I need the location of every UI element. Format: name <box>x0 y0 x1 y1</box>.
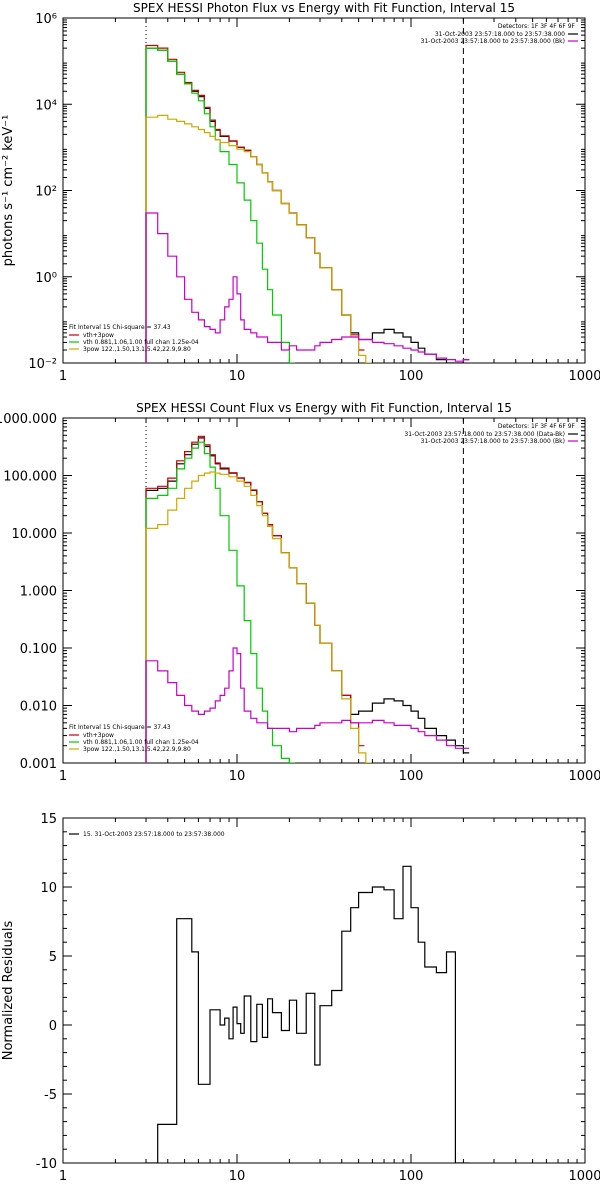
legend-entry: vth 0.881,1.06,1.00 full chan 1.25e-04 <box>83 739 199 746</box>
series-line-4 <box>145 212 470 363</box>
series-line-2 <box>145 47 296 363</box>
series-line-0 <box>145 865 470 1163</box>
plot-area <box>145 44 470 363</box>
plot-area <box>145 435 470 763</box>
x-tick-label: 10 <box>229 369 246 384</box>
y-axis-label: photons s⁻¹ cm⁻² keV⁻¹ <box>1 115 16 267</box>
series-line-2 <box>145 441 296 763</box>
y-tick-label: 10⁰ <box>35 271 57 286</box>
x-tick-label: 1000 <box>568 1169 600 1184</box>
y-tick-label: 10⁻² <box>28 357 57 372</box>
y-tick-label: 15 <box>40 812 57 827</box>
x-tick-label: 1000 <box>568 369 600 384</box>
plot-area <box>145 865 470 1163</box>
y-tick-label: 0 <box>49 1019 57 1034</box>
y-tick-label: -5 <box>44 1088 57 1103</box>
y-tick-label: 10.000 <box>12 527 58 542</box>
y-tick-label: 0.100 <box>20 642 57 657</box>
y-tick-label: 10⁴ <box>35 98 57 113</box>
series-line-3 <box>145 471 372 763</box>
chart-title: SPEX HESSI Photon Flux vs Energy with Fi… <box>133 1 515 15</box>
y-tick-label: 100.000 <box>3 470 57 485</box>
plot-frame <box>62 817 586 1164</box>
legend-title: Fit Interval 15 Chi-square = 37.43 <box>69 724 171 731</box>
x-tick-label: 1 <box>59 769 67 784</box>
y-tick-label: 10⁶ <box>35 12 57 27</box>
legend-entry: 3pow 122.,1.50,13.1,5.42,22.9,9.80 <box>83 346 191 353</box>
plot-frame <box>62 17 586 364</box>
x-tick-label: 1000 <box>568 769 600 784</box>
y-tick-label: 10² <box>35 185 57 200</box>
y-axis-label: Normalized Residuals <box>1 921 16 1061</box>
x-tick-label: 100 <box>399 1169 424 1184</box>
y-tick-label: 0.010 <box>20 700 57 715</box>
y-tick-label: 0.001 <box>20 757 57 772</box>
chart-title: SPEX HESSI Count Flux vs Energy with Fit… <box>136 401 512 415</box>
legend-entry: vth+3pow <box>83 332 114 339</box>
x-tick-label: 10 <box>229 1169 246 1184</box>
y-tick-label: 5 <box>49 950 57 965</box>
x-tick-label: 1 <box>59 1169 67 1184</box>
y-tick-label: 1.000 <box>20 585 57 600</box>
photon-flux-panel: SPEX HESSI Photon Flux vs Energy with Fi… <box>1 1 600 384</box>
y-tick-label: -10 <box>36 1157 57 1172</box>
legend-entry: 3pow 122.,1.50,13.1,5.42,22.9,9.80 <box>83 746 191 753</box>
series-line-1 <box>145 44 365 363</box>
header-entry: 31-Oct-2003 23:57:18.000 to 23:57:38.000… <box>421 38 565 45</box>
legend-entry: vth+3pow <box>83 732 114 739</box>
x-tick-label: 10 <box>229 769 246 784</box>
count-flux-panel: SPEX HESSI Count Flux vs Energy with Fit… <box>0 401 600 784</box>
header-entry: 31-Oct-2003 23:57:18.000 to 23:57:38.000… <box>404 431 565 438</box>
series-line-4 <box>145 647 470 763</box>
y-tick-label: 10 <box>40 881 57 896</box>
legend-entry: vth 0.881,1.06,1.00 full chan 1.25e-04 <box>83 339 199 346</box>
detector-header: Detectors: 1F 3F 4F 6F 9F <box>498 423 576 430</box>
x-tick-label: 1 <box>59 369 67 384</box>
series-line-3 <box>145 114 372 363</box>
detector-header: Detectors: 1F 3F 4F 6F 9F <box>498 23 576 30</box>
header-entry: 31-Oct-2003 23:57:18.000 to 23:57:38.000 <box>435 31 565 38</box>
series-line-0 <box>145 47 470 363</box>
plot-frame <box>62 417 586 764</box>
x-tick-label: 100 <box>399 769 424 784</box>
x-tick-label: 100 <box>399 369 424 384</box>
header-entry: 31-Oct-2003 23:57:18.000 to 23:57:38.000… <box>421 438 565 445</box>
residuals-panel: Normalized Residuals 1 10 100 1000 -10 -5 0 5 10… <box>1 812 600 1184</box>
legend-title: Fit Interval 15 Chi-square = 37.43 <box>69 324 171 331</box>
y-tick-label: 1000.000 <box>0 412 57 427</box>
legend-entry: 15. 31-Oct-2003 23:57:18.000 to 23:57:38… <box>83 831 225 838</box>
